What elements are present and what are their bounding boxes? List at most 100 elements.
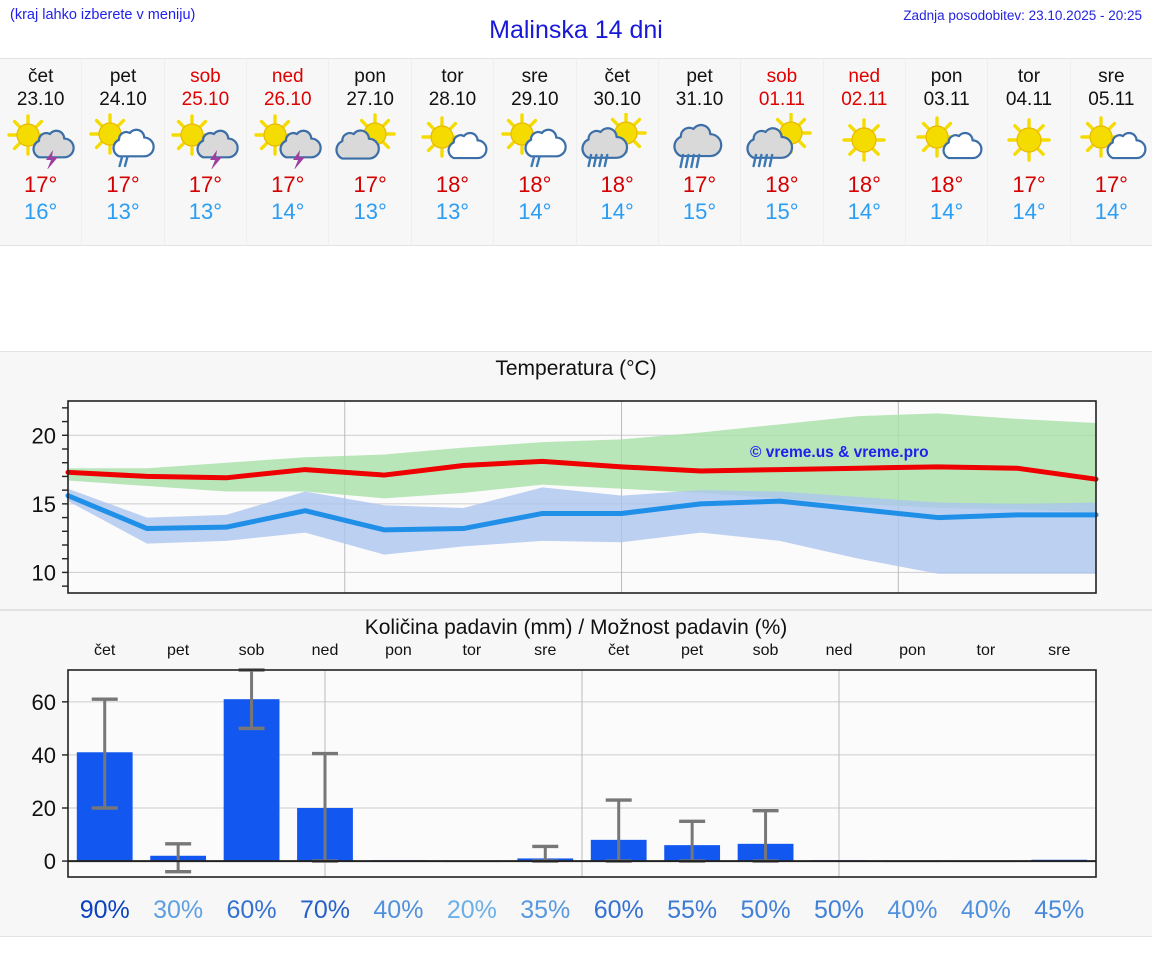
day-date: 28.10 xyxy=(428,89,477,110)
day-date: 01.11 xyxy=(758,89,805,110)
day-temp-min: 14° xyxy=(847,199,881,224)
precipitation-chart-title: Količina padavin (mm) / Možnost padavin … xyxy=(364,616,788,639)
cloud-sun-rain-icon xyxy=(578,112,656,169)
y-axis-tick-label: 0 xyxy=(44,849,56,874)
precipitation-day-label: pon xyxy=(385,642,412,659)
day-date: 25.10 xyxy=(181,89,230,110)
precipitation-probability: 60% xyxy=(593,896,644,924)
spacer xyxy=(0,246,1152,351)
precipitation-probability: 70% xyxy=(299,896,351,924)
day-column[interactable]: pet 24.10 17° 13° xyxy=(82,59,165,245)
day-temp-max: 17° xyxy=(24,172,58,197)
day-name: ned xyxy=(848,66,881,87)
day-name: pon xyxy=(930,66,963,87)
cloud-sun-icon xyxy=(331,113,409,169)
cloud-rain-icon xyxy=(661,113,739,169)
day-name: tor xyxy=(441,66,464,87)
day-name: pet xyxy=(686,66,713,87)
page-title: Malinska 14 dni xyxy=(489,16,663,44)
day-name: sob xyxy=(190,66,221,87)
day-name: sre xyxy=(521,66,549,87)
day-date: 31.10 xyxy=(675,89,724,110)
y-axis-tick-label: 60 xyxy=(32,690,56,715)
precipitation-probability: 90% xyxy=(79,896,130,924)
precipitation-day-label: sre xyxy=(534,642,557,659)
day-name: tor xyxy=(1017,66,1041,87)
precipitation-plot: 0 20 40 60 xyxy=(32,668,1097,878)
day-temp-max: 17° xyxy=(682,172,717,197)
temperature-panel: Temperatura (°C) 10 15 20 © vreme.us & vre… xyxy=(0,351,1152,610)
menu-hint: (kraj lahko izberete v meniju) xyxy=(10,7,196,23)
day-column[interactable]: sre 05.11 17° 14° xyxy=(1071,59,1152,245)
day-temp-min: 13° xyxy=(353,199,387,224)
y-axis-tick-label: 40 xyxy=(32,743,56,768)
precipitation-probability: 35% xyxy=(520,896,571,924)
precipitation-day-labels: čet pet sob ned pon tor sre čet pet sob ned pon tor s… xyxy=(0,640,1152,664)
precipitation-probability: 50% xyxy=(813,896,865,924)
precipitation-probability: 40% xyxy=(960,896,1011,924)
day-date: 23.10 xyxy=(16,89,65,110)
sun-cloud-icon xyxy=(1072,113,1150,169)
day-date: 02.11 xyxy=(841,89,888,110)
day-column[interactable]: ned 02.11 18° 14° xyxy=(824,59,906,245)
sun-cloud-thunder-icon xyxy=(2,113,80,170)
day-column[interactable]: ned 26.10 17° 14° xyxy=(247,59,330,245)
day-temp-max: 18° xyxy=(518,172,552,197)
precipitation-probability: 50% xyxy=(740,896,791,924)
day-column[interactable]: čet 30.10 18° 14° xyxy=(577,59,659,245)
precipitation-day-label: čet xyxy=(608,642,630,659)
precipitation-probability: 45% xyxy=(1034,896,1085,924)
day-temp-max: 18° xyxy=(765,172,799,197)
day-temp-max: 18° xyxy=(435,172,470,197)
day-temp-min: 14° xyxy=(1012,199,1046,224)
day-temp-min: 14° xyxy=(518,199,552,224)
page-footer xyxy=(0,937,1152,969)
day-column[interactable]: sre 29.10 18° 14° xyxy=(494,59,577,245)
precipitation-error-bar xyxy=(91,697,118,810)
day-temp-max: 17° xyxy=(271,172,305,197)
day-column[interactable]: pon 03.11 18° 14° xyxy=(906,59,989,245)
day-column[interactable]: pet 31.10 17° 15° xyxy=(659,59,742,245)
precipitation-day-label: ned xyxy=(825,642,853,659)
y-axis-tick-label: 15 xyxy=(32,492,56,517)
precipitation-panel: Količina padavin (mm) / Možnost padavin … xyxy=(0,610,1152,937)
day-temp-min: 14° xyxy=(929,199,964,224)
precipitation-day-label: sre xyxy=(1048,642,1071,659)
day-column[interactable]: sob 01.11 18° 15° xyxy=(741,59,824,245)
day-name: sob xyxy=(766,66,798,87)
day-temp-min: 16° xyxy=(24,199,58,224)
sun-icon xyxy=(990,113,1068,169)
precipitation-probability: 40% xyxy=(887,896,938,924)
precipitation-day-label: sob xyxy=(752,642,779,659)
page-header: (kraj lahko izberete v meniju) Malinska … xyxy=(0,0,1152,58)
day-temp-max: 17° xyxy=(1012,172,1046,197)
cloud-sun-rain-icon xyxy=(743,112,821,169)
sun-cloud-thunder-icon xyxy=(166,113,244,170)
y-axis-tick-label: 20 xyxy=(32,796,56,821)
last-updated: Zadnja posodobitev: 23.10.2025 - 20:25 xyxy=(903,8,1142,23)
day-column[interactable]: sob 25.10 17° 13° xyxy=(165,59,248,245)
precipitation-probability: 20% xyxy=(446,896,497,924)
daily-forecast-strip: čet 23.10 17° 16° pet 24.10 17° 13° sob 25.10 17° 1… xyxy=(0,58,1152,246)
precipitation-day-label: tor xyxy=(462,642,482,659)
day-column[interactable]: pon 27.10 17° 13° xyxy=(329,59,412,245)
temperature-chart: 10 15 20 © vreme.us & vreme.pro xyxy=(0,381,1152,609)
day-column[interactable]: čet 23.10 17° 16° xyxy=(0,59,83,245)
temperature-series-line xyxy=(65,458,1099,482)
y-axis-tick-label: 20 xyxy=(32,423,56,448)
day-temp-min: 14° xyxy=(271,199,305,224)
precipitation-day-label: ned xyxy=(311,642,339,659)
temperature-plot: 10 15 20 xyxy=(32,400,1099,594)
day-column[interactable]: tor 04.11 17° 14° xyxy=(988,59,1071,245)
precipitation-day-label: čet xyxy=(94,642,116,659)
precipitation-probability-row: 90% 30% 60% 70% 40% 20% 35% 60% 55% 50% 50% 40% 40% 4… xyxy=(0,894,1152,936)
temperature-series-line xyxy=(65,493,1099,533)
sun-icon xyxy=(825,113,903,169)
day-column[interactable]: tor 28.10 18° 13° xyxy=(412,59,495,245)
precipitation-day-label: pon xyxy=(899,642,926,659)
precipitation-day-label: pet xyxy=(681,642,704,659)
day-temp-max: 18° xyxy=(929,172,964,197)
day-name: pon xyxy=(354,66,386,87)
day-date: 30.10 xyxy=(593,89,641,110)
